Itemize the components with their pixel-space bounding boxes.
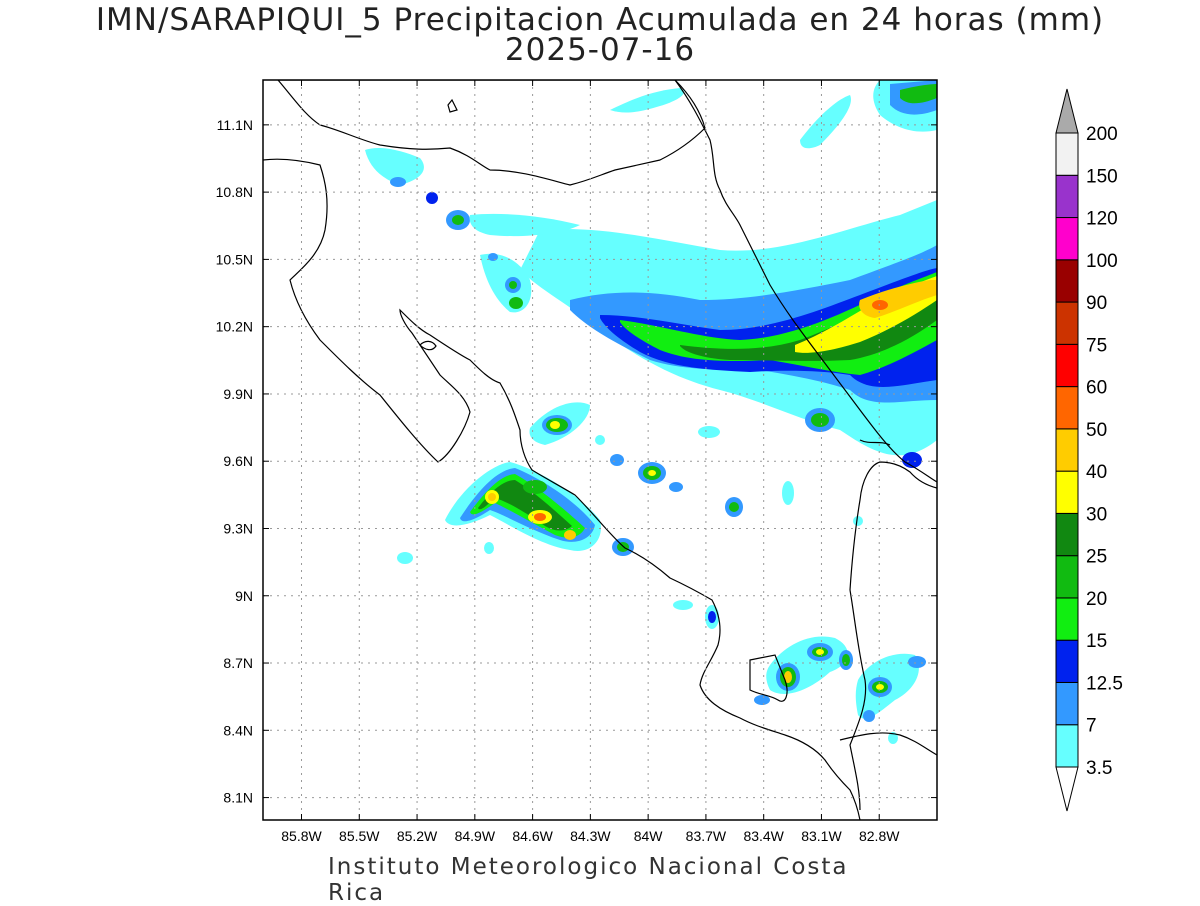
colorbar-label: 3.5 xyxy=(1086,758,1112,779)
lon-tick-label: 84.3W xyxy=(570,828,611,844)
lon-tick-label: 85.8W xyxy=(281,828,322,844)
lat-tick-label: 9N xyxy=(235,588,253,604)
lat-tick-label: 9.3N xyxy=(223,520,253,536)
map-frame xyxy=(262,79,938,821)
colorbar-label: 75 xyxy=(1086,335,1107,356)
lon-tick-label: 82.8W xyxy=(859,828,900,844)
colorbar-label: 7 xyxy=(1086,716,1097,737)
colorbar-swatch xyxy=(1055,386,1079,430)
rain-max-caribbean xyxy=(872,300,888,310)
lon-tick-label: 83.1W xyxy=(801,828,842,844)
colorbar-label: 60 xyxy=(1086,378,1107,399)
lat-tick-label: 8.4N xyxy=(223,722,253,738)
coastlines xyxy=(263,80,937,820)
lat-tick-label: 10.8N xyxy=(216,184,253,200)
colorbar-swatch xyxy=(1055,174,1079,219)
colorbar-label: 30 xyxy=(1086,504,1107,525)
colorbar-swatch xyxy=(1055,470,1079,514)
lat-tick-label: 8.7N xyxy=(223,655,253,671)
axis-ticks: 11.1N 10.8N 10.5N 10.2N 9.9N 9.6N 9.3N 9N 8.7N 8.… xyxy=(216,80,937,844)
colorbar-swatch xyxy=(1055,724,1079,768)
rain-strip-north xyxy=(610,88,684,113)
colorbar-label: 150 xyxy=(1086,166,1118,187)
map-footer: Instituto Meteorologico Nacional Costa R… xyxy=(328,854,849,906)
lon-tick-label: 85.2W xyxy=(397,828,438,844)
lon-tick-label: 84.6W xyxy=(512,828,553,844)
map-title: IMN/SARAPIQUI_5 Precipitacion Acumulada … xyxy=(95,2,1105,38)
colorbar-swatch xyxy=(1055,259,1079,303)
colorbar-label: 90 xyxy=(1086,293,1107,314)
pacific-coast xyxy=(263,158,786,736)
colorbar-label: 120 xyxy=(1086,209,1118,230)
colorbar-swatch xyxy=(1055,428,1079,472)
lat-tick-label: 10.2N xyxy=(216,319,253,335)
colorbar-swatch xyxy=(1055,555,1079,599)
lat-tick-label: 9.9N xyxy=(223,386,253,402)
rain-cell-nw-1 xyxy=(365,147,424,185)
colorbar-swatch xyxy=(1055,132,1079,176)
precipitation-field xyxy=(365,80,937,744)
colorbar-swatch xyxy=(1055,217,1079,261)
colorbar-top-arrow xyxy=(1055,88,1079,134)
lon-tick-label: 83.4W xyxy=(743,828,784,844)
lake-nicaragua xyxy=(277,80,706,186)
colorbar-bottom-arrow xyxy=(1055,766,1079,812)
colorbar-label: 50 xyxy=(1086,420,1107,441)
colorbar-label: 15 xyxy=(1086,631,1107,652)
map-date: 2025-07-16 xyxy=(504,32,696,68)
osa-peninsula xyxy=(749,654,788,702)
lat-tick-label: 9.6N xyxy=(223,453,253,469)
lat-tick-label: 8.1N xyxy=(223,790,253,806)
lon-tick-label: 84.9W xyxy=(455,828,496,844)
colorbar-label: 20 xyxy=(1086,589,1107,610)
colorbar-label: 100 xyxy=(1086,251,1118,272)
border-panama xyxy=(849,461,937,591)
colorbar-label: 200 xyxy=(1086,124,1118,145)
map-gridlines xyxy=(263,80,937,820)
colorbar-swatch xyxy=(1055,681,1079,726)
border-nicaragua xyxy=(674,80,937,483)
lon-tick-label: 85.5W xyxy=(339,828,380,844)
colorbar-swatch xyxy=(1055,597,1079,641)
colorbar-swatch xyxy=(1055,343,1079,388)
colorbar-swatch xyxy=(1055,512,1079,557)
rain-band-caribbean-dkgreen xyxy=(680,282,937,361)
lat-tick-label: 11.1N xyxy=(217,117,253,133)
colorbar-label: 12.5 xyxy=(1086,673,1123,694)
colorbar-label: 40 xyxy=(1086,462,1107,483)
colorbar-swatch xyxy=(1055,301,1079,345)
colorbar-label: 25 xyxy=(1086,547,1107,568)
lon-tick-label: 83.7W xyxy=(686,828,727,844)
colorbar: 3.5 7 12.5 15 20 25 30 40 50 60 75 90 100 120 150 200 xyxy=(1055,88,1123,812)
colorbar-swatch xyxy=(1055,639,1079,683)
lon-tick-label: 84W xyxy=(634,828,664,844)
lat-tick-label: 10.5N xyxy=(216,251,253,267)
